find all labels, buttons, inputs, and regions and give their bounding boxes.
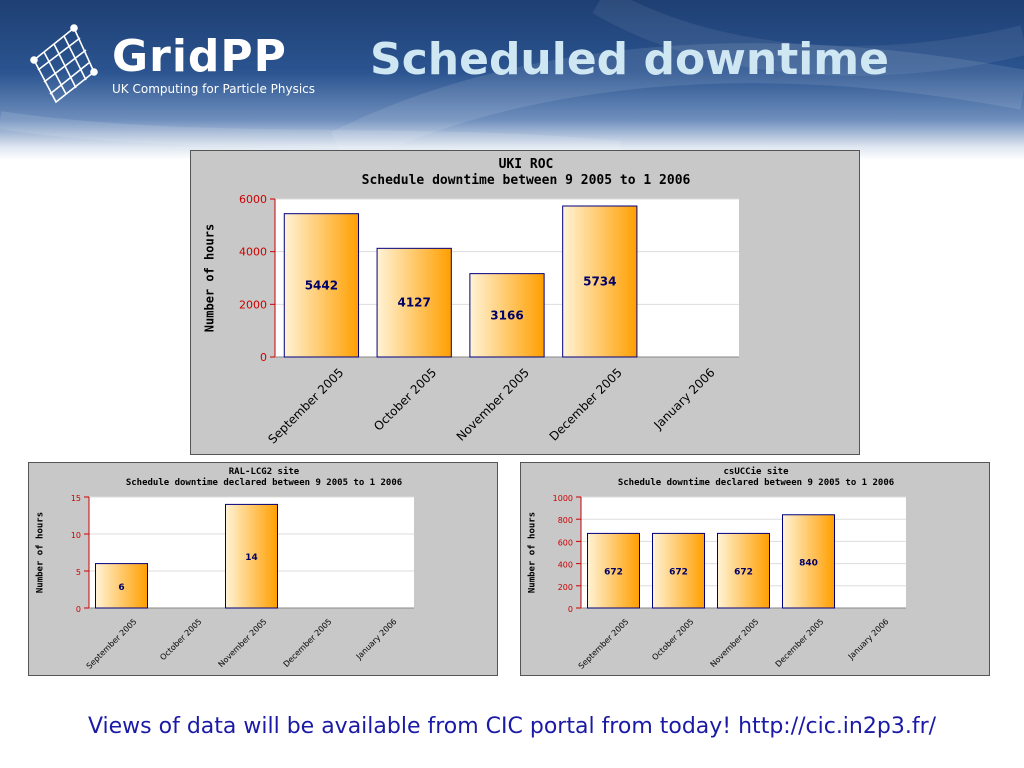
x-tick-label: November 2005 <box>709 617 761 669</box>
y-tick-label: 200 <box>558 583 573 592</box>
y-tick-label: 10 <box>71 531 81 540</box>
x-tick-label: December 2005 <box>774 617 826 669</box>
chart-panel-ral-lcg2: RAL-LCG2 site Schedule downtime declared … <box>28 462 498 676</box>
x-tick-label: January 2006 <box>354 617 399 662</box>
y-tick-label: 600 <box>558 538 573 547</box>
y-tick-label: 2000 <box>239 298 267 311</box>
y-tick-label: 0 <box>260 351 267 364</box>
bar-value-label: 840 <box>799 558 818 568</box>
bar-ral-3 <box>225 503 278 609</box>
y-tick-label: 0 <box>568 605 573 614</box>
y-tick-label: 0 <box>76 605 81 614</box>
header-swirl-decoration <box>0 0 1024 160</box>
x-tick-label: September 2005 <box>85 617 139 671</box>
bar-value-label: 14 <box>245 553 258 563</box>
page-title: Scheduled downtime <box>370 34 889 85</box>
bar-cs-2 <box>652 532 705 609</box>
grid-mesh-icon <box>30 24 98 104</box>
x-tick-label: November 2005 <box>454 365 532 443</box>
y-tick-label: 800 <box>558 516 573 525</box>
x-tick-label: January 2006 <box>651 365 718 432</box>
y-tick-label: 5 <box>76 568 81 577</box>
bar-value-label: 672 <box>669 568 688 578</box>
bar-ral-1 <box>95 563 148 609</box>
x-tick-label: January 2006 <box>846 617 891 662</box>
bar-cs-1 <box>587 532 640 609</box>
bar-value-label: 6 <box>118 583 124 593</box>
y-tick-label: 6000 <box>239 193 267 206</box>
bar-cs-3 <box>717 532 770 609</box>
x-tick-label: November 2005 <box>217 617 269 669</box>
chart-title: RAL-LCG2 site <box>229 466 300 477</box>
bar-uki-2 <box>376 247 452 358</box>
bar-uki-4 <box>562 205 638 358</box>
x-tick-label: September 2005 <box>577 617 631 671</box>
x-tick-label: December 2005 <box>282 617 334 669</box>
x-tick-label: September 2005 <box>265 365 346 446</box>
footer-note: Views of data will be available from CIC… <box>87 714 937 739</box>
logo-subtitle: UK Computing for Particle Physics <box>112 82 316 96</box>
bar-cs-4 <box>782 514 835 609</box>
bar-uki-1 <box>283 213 360 358</box>
chart-title: UKI ROC <box>499 157 554 172</box>
gridpp-logo <box>30 24 98 104</box>
chart-subtitle: Schedule downtime between 9 2005 to 1 20… <box>362 173 691 188</box>
bar-value-label: 3166 <box>490 308 523 322</box>
bar-value-label: 672 <box>734 568 753 578</box>
x-tick-label: October 2005 <box>650 617 695 662</box>
bar-uki-3 <box>469 273 545 358</box>
chart-panel-uki-roc: UKI ROC Schedule downtime between 9 2005 … <box>190 150 860 455</box>
y-tick-label: 1000 <box>553 494 573 503</box>
bar-value-label: 4127 <box>397 296 430 310</box>
bar-value-label: 672 <box>604 568 623 578</box>
chart-title: csUCCie site <box>723 466 789 477</box>
y-tick-label: 400 <box>558 561 573 570</box>
slide-header: GridPP UK Computing for Particle Physics… <box>0 0 1024 160</box>
y-axis-label: Number of hours <box>203 224 217 332</box>
bar-value-label: 5442 <box>305 278 338 292</box>
x-tick-label: October 2005 <box>158 617 203 662</box>
y-axis-label: Number of hours <box>36 512 46 593</box>
chart-subtitle: Schedule downtime declared between 9 200… <box>618 477 894 488</box>
y-axis-label: Number of hours <box>528 512 538 593</box>
x-tick-label: December 2005 <box>547 365 625 443</box>
logo-wordmark: GridPP <box>112 31 287 82</box>
y-tick-label: 4000 <box>239 246 267 259</box>
x-tick-label: October 2005 <box>371 365 439 433</box>
chart-panel-csuccie: csUCCie site Schedule downtime declared b… <box>520 462 990 676</box>
bar-value-label: 5734 <box>583 275 616 289</box>
chart-subtitle: Schedule downtime declared between 9 200… <box>126 477 402 488</box>
y-tick-label: 15 <box>71 494 81 503</box>
